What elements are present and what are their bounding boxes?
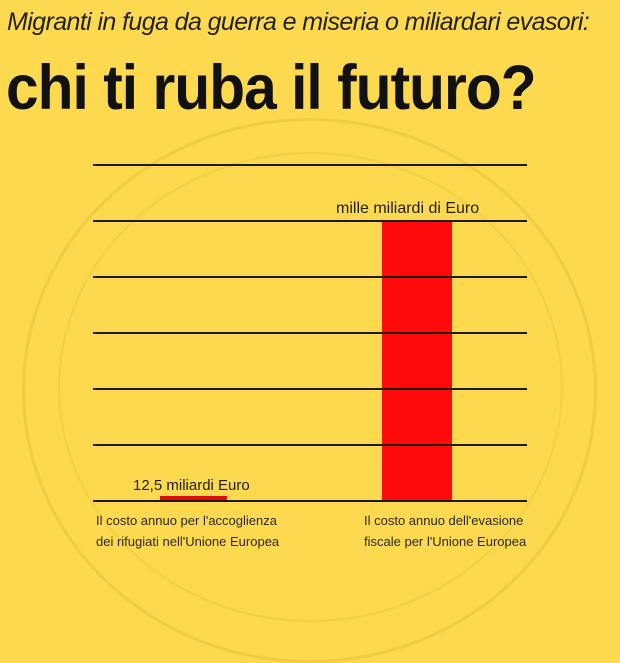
- category-label-line: dei rifugiati nell'Unione Europea: [96, 534, 280, 549]
- gridline: [93, 164, 527, 166]
- category-label-line: fiscale per l'Unione Europea: [364, 534, 527, 549]
- gridline: [93, 444, 527, 446]
- category-label-refugees: Il costo annuo per l'accoglienza dei rif…: [96, 510, 279, 552]
- page-title: chi ti ruba il futuro?: [6, 53, 537, 123]
- bar-tax-evasion: [382, 221, 452, 501]
- bar-refugees-value: 12,5 miliardi Euro: [133, 477, 250, 494]
- gridline: [93, 388, 527, 390]
- gridline: [93, 276, 527, 278]
- subtitle: Migranti in fuga da guerra e miseria o m…: [7, 8, 590, 36]
- category-label-tax-evasion: Il costo annuo dell'evasione fiscale per…: [364, 510, 526, 552]
- gridline: [93, 332, 527, 334]
- bar-tax-evasion-value: mille miliardi di Euro: [336, 200, 480, 217]
- category-label-line: Il costo annuo dell'evasione: [364, 513, 524, 528]
- gridline: [93, 220, 527, 222]
- category-label-line: Il costo annuo per l'accoglienza: [96, 513, 277, 528]
- bar-chart: mille miliardi di Euro 12,5 miliardi Eur…: [93, 164, 527, 552]
- baseline: [93, 500, 527, 502]
- bar-refugees: [160, 496, 227, 501]
